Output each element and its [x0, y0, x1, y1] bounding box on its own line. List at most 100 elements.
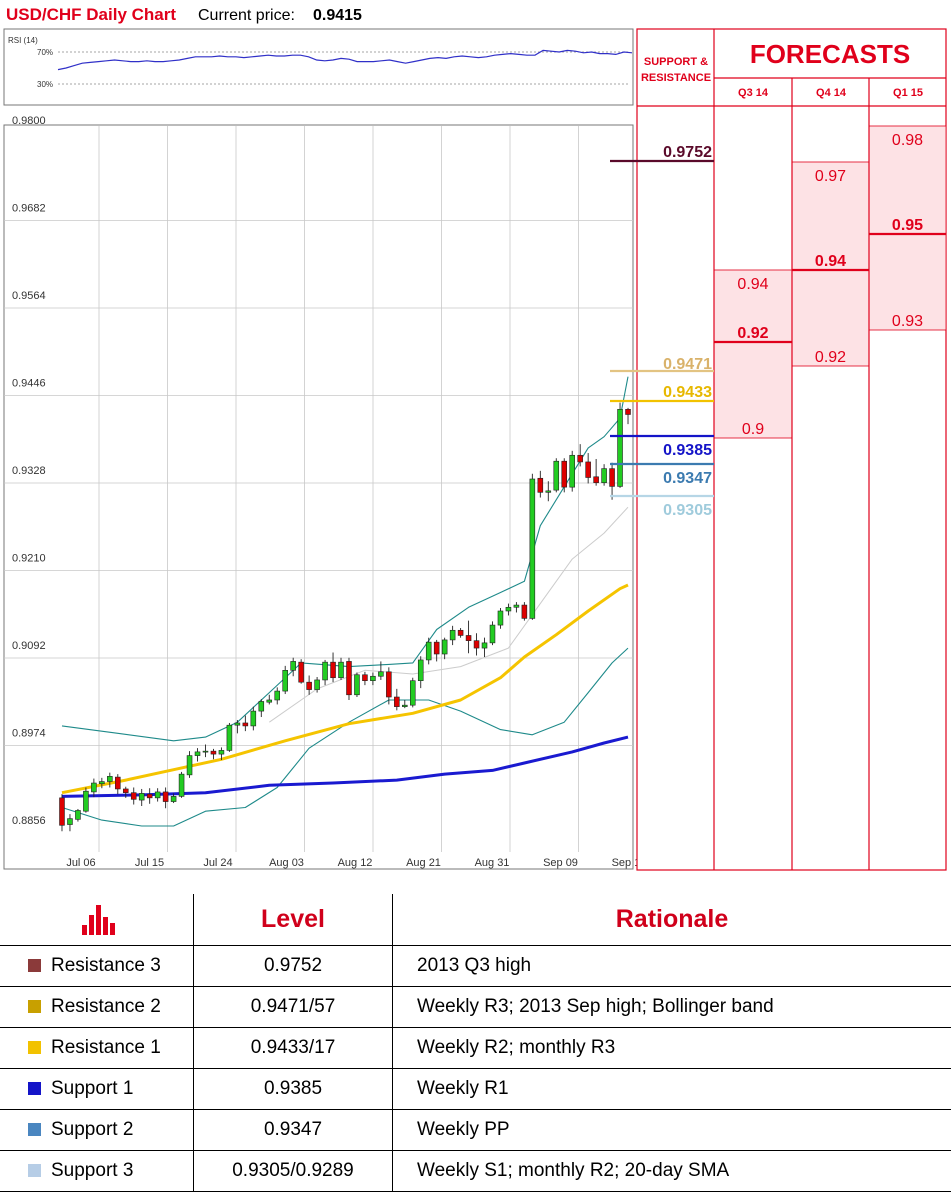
candle-body — [226, 724, 233, 751]
y-tick-label: 0.9328 — [12, 465, 46, 477]
candle-body — [290, 661, 296, 671]
level-value: 0.9385 — [193, 1068, 393, 1110]
candle — [601, 464, 607, 486]
candle — [529, 473, 536, 620]
y-tick-label: 0.9564 — [12, 290, 46, 302]
rsi-70-label: 70% — [37, 48, 53, 57]
candle — [314, 676, 320, 693]
candle-body — [154, 791, 161, 799]
candle — [83, 787, 89, 813]
candle-body — [601, 468, 607, 484]
y-tick-label: 0.9092 — [12, 640, 46, 652]
forecast-median: 0.94 — [815, 253, 846, 270]
candle — [561, 458, 568, 493]
sr-level-label: 0.9385 — [663, 442, 712, 459]
candle — [130, 787, 137, 805]
candle — [338, 657, 344, 680]
candle — [593, 458, 599, 486]
rsi-30-label: 30% — [37, 80, 53, 89]
y-tick-label: 0.8856 — [12, 815, 46, 827]
candle-body — [609, 468, 615, 487]
candle-body — [242, 722, 249, 727]
candle-body — [394, 696, 400, 707]
candle-body — [314, 679, 320, 690]
candle-body — [170, 796, 177, 802]
candle — [210, 748, 217, 760]
table-row: Resistance 3 0.9752 2013 Q3 high — [0, 945, 951, 987]
sr-level-label: 0.9305 — [663, 502, 712, 519]
candle — [306, 675, 312, 695]
candle — [59, 794, 65, 832]
level-value: 0.9305/0.9289 — [193, 1150, 393, 1192]
candle — [402, 699, 408, 709]
candle — [138, 788, 145, 807]
x-tick-label: Jul 15 — [135, 857, 164, 869]
chart-title: USD/CHF Daily Chart — [6, 5, 176, 24]
candle-body — [513, 604, 520, 608]
level-name: Resistance 3 — [51, 955, 161, 976]
candle-body — [362, 674, 368, 681]
y-tick-label: 0.8974 — [12, 728, 46, 740]
price-label: Current price: — [198, 7, 295, 24]
candle-body — [593, 476, 599, 484]
candle-body — [298, 661, 304, 683]
candle — [394, 688, 400, 711]
candle-body — [274, 690, 281, 701]
sr-header-2: RESISTANCE — [641, 72, 711, 84]
level-color-swatch — [28, 1000, 41, 1013]
candle — [409, 677, 416, 708]
price-value: 0.9415 — [313, 7, 362, 24]
forecast-median: 0.92 — [737, 325, 768, 342]
candle — [362, 671, 368, 686]
candle — [521, 602, 528, 621]
candle — [75, 808, 81, 822]
candle-body — [617, 408, 623, 487]
candle-body — [266, 699, 273, 703]
y-tick-label: 0.9682 — [12, 203, 46, 215]
candle-body — [545, 490, 552, 493]
candles — [59, 402, 631, 832]
sma-200-line — [61, 735, 629, 798]
candle-body — [537, 477, 544, 493]
candle — [481, 637, 488, 657]
sr-level-label: 0.9347 — [663, 470, 712, 487]
x-tick-label: Sep 09 — [543, 857, 578, 869]
candle — [625, 407, 631, 425]
candle-body — [585, 461, 591, 478]
x-tick-label: Jul 24 — [203, 857, 232, 869]
candle — [497, 608, 504, 629]
candle — [258, 699, 265, 718]
price-plot-frame — [3, 124, 634, 870]
candle-body — [59, 797, 65, 826]
candle-body — [218, 750, 225, 755]
table-row: Support 3 0.9305/0.9289 Weekly S1; monthly… — [0, 1150, 951, 1192]
candle-body — [186, 755, 193, 776]
candle — [505, 603, 512, 616]
candle-body — [250, 710, 257, 727]
candle-body — [378, 671, 384, 677]
candle-body — [162, 791, 169, 802]
candle-body — [354, 674, 360, 696]
candle — [545, 481, 552, 502]
level-color-swatch — [28, 1082, 41, 1095]
sr-header-1: SUPPORT & — [644, 56, 708, 68]
candle-body — [457, 629, 464, 636]
candle — [250, 706, 257, 731]
forecast-low: 0.93 — [892, 313, 923, 330]
level-name-cell: Resistance 2 — [0, 986, 194, 1028]
candle-body — [417, 659, 424, 681]
level-color-swatch — [28, 959, 41, 972]
candle-body — [138, 793, 145, 801]
candle — [170, 793, 177, 804]
candle-body — [433, 641, 440, 655]
candle — [186, 751, 193, 778]
level-name: Resistance 2 — [51, 996, 161, 1017]
level-name-cell: Resistance 1 — [0, 1027, 194, 1069]
candle-body — [489, 624, 496, 644]
indicators — [61, 376, 629, 827]
candle-body — [330, 661, 336, 679]
candle-body — [481, 642, 488, 649]
y-tick-label: 0.9800 — [12, 115, 46, 127]
candle-body — [75, 810, 81, 820]
candle — [298, 659, 304, 684]
